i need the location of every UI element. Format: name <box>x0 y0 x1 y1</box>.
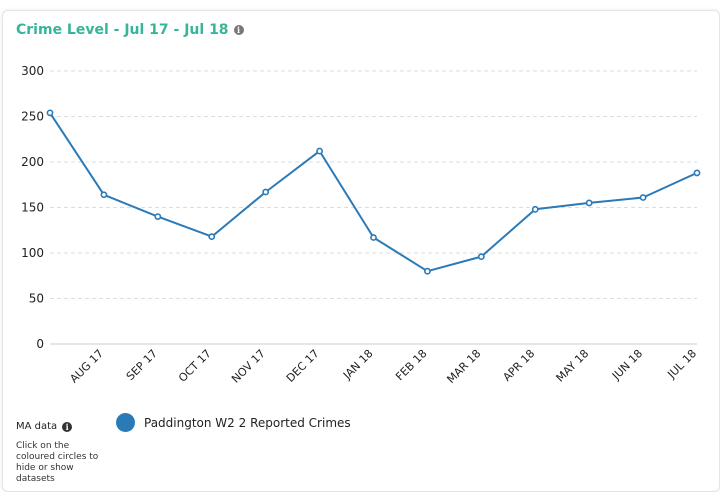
ma-data-heading: MA data i <box>16 421 73 432</box>
x-tick-label-nov-17: NOV 17 <box>229 347 268 386</box>
ma-data-label: MA data <box>16 421 58 432</box>
chart-card <box>2 10 720 492</box>
chart-header: Crime Level - Jul 17 - Jul 18 i <box>16 22 244 38</box>
x-tick-label-aug-17: AUG 17 <box>67 347 106 386</box>
ma-info-icon[interactable]: i <box>62 421 73 432</box>
data-point-jan-18[interactable] <box>370 234 377 241</box>
x-tick-label-jan-18: JAN 18 <box>340 347 376 383</box>
info-icon[interactable]: i <box>233 25 244 35</box>
legend-item-paddington[interactable]: Paddington W2 2 Reported Crimes <box>116 413 351 432</box>
x-tick-label-jul-18: JUL 18 <box>665 347 700 382</box>
data-point-mar-18[interactable] <box>477 253 485 261</box>
y-tick-label-200: 200 <box>21 155 44 169</box>
data-point-jul-17[interactable] <box>46 109 54 117</box>
chart-title: Crime Level - Jul 17 - Jul 18 <box>16 22 229 38</box>
series-lines <box>49 112 698 273</box>
x-tick-label-feb-18: FEB 18 <box>393 347 429 383</box>
data-point-may-18[interactable] <box>585 199 593 207</box>
legend-label: Paddington W2 2 Reported Crimes <box>144 415 351 430</box>
x-tick-label-apr-18: APR 18 <box>500 347 537 384</box>
y-tick-label-0: 0 <box>36 337 44 351</box>
y-tick-label-250: 250 <box>21 110 44 124</box>
x-tick-label-sep-17: SEP 17 <box>124 347 160 383</box>
data-point-feb-18[interactable] <box>424 267 431 275</box>
y-axis-ticks: 0 50 100 150 200 250 300 <box>21 64 44 351</box>
data-point-apr-18[interactable] <box>531 205 539 213</box>
series-line-0 <box>49 112 698 273</box>
data-point-dec-17[interactable] <box>316 147 323 155</box>
series-points <box>46 109 701 275</box>
legend-toggle-dot[interactable] <box>116 413 135 432</box>
data-point-nov-17[interactable] <box>262 188 270 196</box>
data-point-sep-17[interactable] <box>154 213 162 220</box>
y-tick-label-300: 300 <box>21 64 44 78</box>
x-tick-label-dec-17: DEC 17 <box>284 347 322 385</box>
y-tick-label-50: 50 <box>29 292 44 306</box>
data-point-jun-18[interactable] <box>639 194 647 201</box>
x-axis-ticks: AUG 17 SEP 17 OCT 17 NOV 17 DEC 17 JAN 18 FEB … <box>67 347 699 386</box>
x-tick-label-oct-17: OCT 17 <box>176 347 214 385</box>
y-tick-label-100: 100 <box>21 246 44 260</box>
x-tick-label-jun-18: JUN 18 <box>609 347 645 383</box>
y-tick-label-150: 150 <box>21 201 44 215</box>
grid-lines <box>50 70 697 345</box>
ma-help-text: Click on the coloured circles to hide or… <box>16 441 99 484</box>
x-tick-label-mar-18: MAR 18 <box>444 347 483 386</box>
data-point-jul-18[interactable] <box>693 169 701 177</box>
data-point-oct-17[interactable] <box>208 233 216 241</box>
data-point-aug-17[interactable] <box>100 191 108 199</box>
x-tick-label-may-18: MAY 18 <box>554 347 592 385</box>
